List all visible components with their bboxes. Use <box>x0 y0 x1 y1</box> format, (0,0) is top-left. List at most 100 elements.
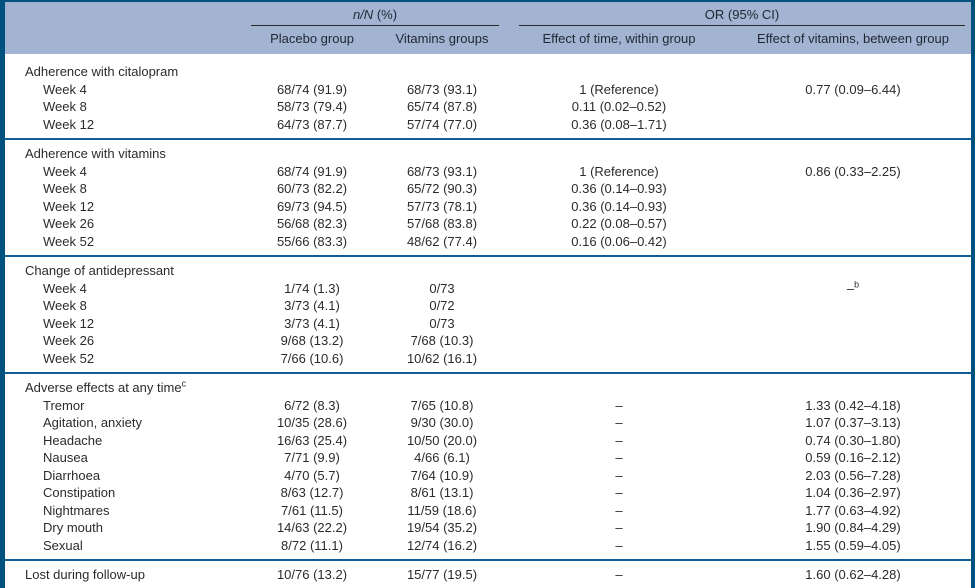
or-time-cell <box>503 280 735 298</box>
vitamins-cell: 4/66 (6.1) <box>414 450 470 465</box>
or-between-cell: 1.33 (0.42–4.18) <box>805 397 901 413</box>
table-row: Week 26 9/68 (13.2) 7/68 (10.3) <box>5 332 971 350</box>
row-label: Diarrhoea <box>43 467 101 483</box>
row-label: Week 4 <box>43 163 87 179</box>
vitamins-cell: 57/68 (83.8) <box>406 216 478 231</box>
placebo-cell: 58/73 (79.4) <box>276 99 348 114</box>
or-time-cell: – <box>615 537 623 553</box>
or-between-cell <box>735 315 971 333</box>
placebo-cell: 55/66 (83.3) <box>276 233 348 249</box>
vitamins-cell: 68/73 (93.1) <box>406 163 478 179</box>
vitamins-cell: 0/73 <box>429 315 455 331</box>
or-time-cell: – <box>615 485 623 500</box>
column-header-vitamins: Vitamins groups <box>395 31 489 46</box>
vitamins-cell: 48/62 (77.4) <box>406 233 478 249</box>
placebo-cell: 69/73 (94.5) <box>276 198 348 214</box>
table-row: Week 12 64/73 (87.7) 57/74 (77.0) 0.36 (… <box>5 116 971 134</box>
placebo-cell: 8/63 (12.7) <box>280 485 344 500</box>
header-nN-rest: (%) <box>376 7 398 22</box>
row-label: Week 8 <box>43 181 87 196</box>
or-between-cell <box>735 350 971 368</box>
vitamins-cell: 57/73 (78.1) <box>406 198 478 214</box>
or-time-cell: – <box>615 467 623 483</box>
vitamins-cell: 7/64 (10.9) <box>410 467 474 483</box>
row-label: Week 8 <box>43 99 87 114</box>
table-row: Week 8 60/73 (82.2) 65/72 (90.3) 0.36 (0… <box>5 180 971 198</box>
or-between-cell: 0.74 (0.30–1.80) <box>805 432 901 448</box>
vitamins-cell: 57/74 (77.0) <box>406 116 478 132</box>
or-between-cell <box>735 198 971 216</box>
or-between-cell <box>735 116 971 134</box>
row-label: Week 4 <box>43 280 87 296</box>
row-label: Week 12 <box>43 315 95 331</box>
or-between-cell <box>735 297 971 315</box>
vitamins-cell: 12/74 (16.2) <box>406 537 478 553</box>
table-row: Headache 16/63 (25.4) 10/50 (20.0) – 0.7… <box>5 432 971 450</box>
or-time-cell: – <box>615 502 623 518</box>
or-time-cell: – <box>615 567 623 582</box>
vitamins-cell: 9/30 (30.0) <box>410 415 474 430</box>
footnote-marker-c: c <box>181 378 186 389</box>
or-time-cell: 0.36 (0.14–0.93) <box>571 181 667 196</box>
or-time-cell <box>503 297 735 315</box>
row-label: Week 26 <box>43 216 95 231</box>
or-time-cell: – <box>615 520 623 535</box>
row-label: Tremor <box>43 397 85 413</box>
or-time-cell <box>503 332 735 350</box>
table-row: Week 52 55/66 (83.3) 48/62 (77.4) 0.16 (… <box>5 233 971 251</box>
placebo-cell: 6/72 (8.3) <box>284 397 340 413</box>
column-header-effect-of-time: Effect of time, within group <box>542 31 696 46</box>
table-row: Nightmares 7/61 (11.5) 11/59 (18.6) – 1.… <box>5 502 971 520</box>
placebo-cell: 10/76 (13.2) <box>276 567 348 582</box>
header-label-spacer <box>5 31 243 46</box>
or-time-cell: 0.11 (0.02–0.52) <box>571 99 667 114</box>
row-label: Agitation, anxiety <box>43 415 143 430</box>
placebo-cell: 8/72 (11.1) <box>281 537 343 553</box>
header-column-labels: Placebo group Vitamins groups Effect of … <box>5 26 971 46</box>
table-row: Week 8 58/73 (79.4) 65/74 (87.8) 0.11 (0… <box>5 98 971 116</box>
or-between-cell: 1.77 (0.63–4.92) <box>805 502 901 518</box>
row-label: Constipation <box>43 485 116 500</box>
section-title: Adverse effects at any timec <box>25 378 186 395</box>
placebo-cell: 14/63 (22.2) <box>276 520 348 535</box>
vitamins-cell: 8/61 (13.1) <box>410 485 474 500</box>
table-row: Diarrhoea 4/70 (5.7) 7/64 (10.9) – 2.03 … <box>5 467 971 485</box>
vitamins-cell: 68/73 (93.1) <box>406 81 478 97</box>
placebo-cell: 60/73 (82.2) <box>276 181 348 196</box>
or-between-cell <box>735 215 971 233</box>
row-label: Nightmares <box>43 502 110 518</box>
section-title: Adherence with citalopram <box>25 64 179 79</box>
row-label: Week 12 <box>43 116 95 132</box>
table-row: Dry mouth 14/63 (22.2) 19/54 (35.2) – 1.… <box>5 519 971 537</box>
table-row: Constipation 8/63 (12.7) 8/61 (13.1) – 1… <box>5 484 971 502</box>
header-nN-italic: n/N <box>352 7 374 22</box>
section-adverse-effects: Adverse effects at any timec Tremor 6/72… <box>5 372 971 559</box>
or-between-cell: 0.77 (0.09–6.44) <box>805 81 901 97</box>
placebo-cell: 68/74 (91.9) <box>276 163 348 179</box>
placebo-cell: 4/70 (5.7) <box>284 467 340 483</box>
or-time-cell: 1 (Reference) <box>579 81 659 97</box>
vitamins-cell: 11/59 (18.6) <box>407 502 477 518</box>
row-label: Sexual <box>43 537 83 553</box>
table-row: Nausea 7/71 (9.9) 4/66 (6.1) – 0.59 (0.1… <box>5 449 971 467</box>
or-between-cell <box>735 332 971 350</box>
row-label: Week 8 <box>43 298 87 313</box>
placebo-cell: 9/68 (13.2) <box>280 333 344 348</box>
row-label: Week 52 <box>43 350 95 366</box>
table-row: Week 4 68/74 (91.9) 68/73 (93.1) 1 (Refe… <box>5 81 971 99</box>
or-between-cell <box>735 180 971 198</box>
footnote-marker-b: b <box>854 279 860 290</box>
table-row: Week 52 7/66 (10.6) 10/62 (16.1) <box>5 350 971 368</box>
table-row: Week 12 69/73 (94.5) 57/73 (78.1) 0.36 (… <box>5 198 971 216</box>
or-between-cell: 1.60 (0.62–4.28) <box>805 567 901 582</box>
vitamins-cell: 10/50 (20.0) <box>406 432 478 448</box>
column-header-effect-of-vitamins: Effect of vitamins, between group <box>757 31 949 46</box>
header-spacer <box>5 7 243 26</box>
or-between-cell: –b <box>735 280 971 298</box>
or-between-cell: 0.59 (0.16–2.12) <box>805 450 901 465</box>
or-between-cell: 1.07 (0.37–3.13) <box>805 415 901 430</box>
or-between-cell: 1.90 (0.84–4.29) <box>805 520 901 535</box>
vitamins-cell: 15/77 (19.5) <box>406 567 478 582</box>
vitamins-cell: 0/73 <box>429 280 455 296</box>
placebo-cell: 16/63 (25.4) <box>276 432 348 448</box>
